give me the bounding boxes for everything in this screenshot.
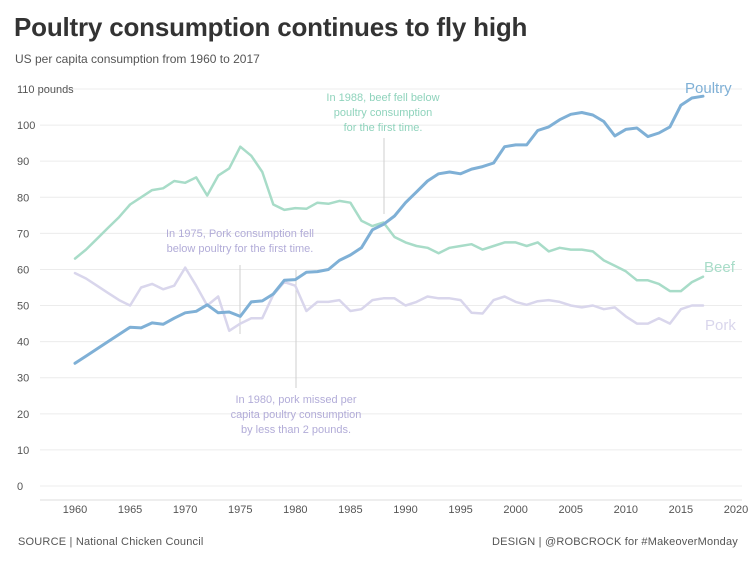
x-tick-label: 1960: [63, 504, 87, 516]
y-tick-label: 10: [17, 445, 29, 457]
annotation-leaders: [239, 138, 385, 388]
y-tick-label: 110 pounds: [17, 84, 74, 96]
pork-line: [73, 266, 705, 333]
y-tick-label: 40: [17, 337, 29, 349]
x-tick-label: 2010: [614, 504, 638, 516]
chart-title: Poultry consumption continues to fly hig…: [14, 12, 528, 42]
x-axis: 1960 1965 1970 1975 1980 1985 1990 1995 2000 2005…: [63, 504, 748, 516]
x-tick-label: 1995: [448, 504, 472, 516]
x-tick-label: 1985: [338, 504, 362, 516]
y-tick-label: 60: [17, 264, 29, 276]
poultry-series-label: Poultry: [685, 80, 732, 97]
source-note: SOURCE | National Chicken Council: [18, 536, 204, 548]
design-credit: DESIGN | @ROBCROCK for #MakeoverMonday: [492, 536, 738, 548]
x-tick-label: 1980: [283, 504, 307, 516]
annotation-1980: In 1980, pork missed per capita poultry c…: [231, 394, 362, 436]
chart-subtitle: US per capita consumption from 1960 to 2…: [15, 52, 260, 66]
x-tick-label: 2020: [724, 504, 748, 516]
x-tick-label: 2005: [559, 504, 583, 516]
y-tick-label: 50: [17, 301, 29, 313]
y-tick-label: 20: [17, 409, 29, 421]
annotation-1988: In 1988, beef fell below poultry consumpt…: [326, 92, 439, 134]
x-tick-label: 2015: [669, 504, 693, 516]
y-tick-label: 90: [17, 156, 29, 168]
y-tick-label: 100: [17, 120, 35, 132]
x-tick-label: 1965: [118, 504, 142, 516]
beef-series-label: Beef: [704, 259, 736, 276]
beef-line: [73, 145, 705, 293]
series-labels: Poultry Beef Pork: [685, 80, 736, 334]
series-lines: [73, 94, 705, 365]
x-tick-label: 1975: [228, 504, 252, 516]
pork-series-label: Pork: [705, 317, 736, 334]
y-axis: 0 10 20 30 40 50 60 70 80 90 100 110 pounds: [17, 84, 74, 493]
annotation-1975: In 1975, Pork consumption fell below poul…: [166, 228, 314, 255]
gridlines: [40, 88, 742, 501]
x-tick-label: 2000: [503, 504, 527, 516]
x-tick-label: 1990: [393, 504, 417, 516]
x-tick-label: 1970: [173, 504, 197, 516]
y-tick-label: 0: [17, 481, 23, 493]
poultry-line: [73, 94, 705, 365]
annotations: In 1988, beef fell below poultry consumpt…: [166, 92, 440, 436]
y-tick-label: 80: [17, 192, 29, 204]
y-tick-label: 70: [17, 228, 29, 240]
y-tick-label: 30: [17, 373, 29, 385]
